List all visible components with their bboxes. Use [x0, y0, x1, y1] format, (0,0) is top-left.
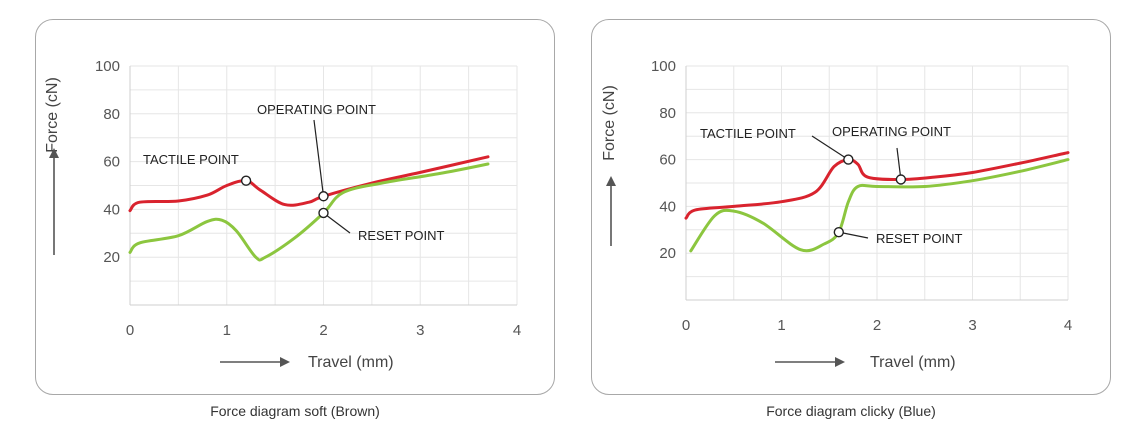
x-axis-arrowhead: [280, 357, 290, 367]
x-tick-label: 3: [416, 322, 424, 339]
x-tick-label: 2: [319, 322, 327, 339]
caption-soft: Force diagram soft (Brown): [210, 403, 380, 419]
series-line-1: [128, 162, 490, 262]
series-line-1: [689, 158, 1070, 253]
y-axis-arrowhead: [49, 148, 59, 158]
y-tick-label: 20: [103, 249, 120, 266]
annotation-marker: [895, 174, 907, 185]
series-line-0: [128, 155, 490, 213]
caption-clicky: Force diagram clicky (Blue): [766, 403, 936, 419]
annotation-marker: [318, 191, 329, 202]
annotation-marker: [843, 154, 854, 165]
y-tick-label: 20: [659, 245, 676, 262]
annotation-marker: [833, 226, 844, 238]
y-tick-label: 80: [103, 106, 120, 123]
y-tick-label: 60: [659, 152, 676, 169]
x-axis-arrowhead: [835, 357, 845, 367]
y-tick-label: 40: [103, 201, 120, 218]
y-axis-label: Force (cN): [44, 77, 61, 153]
annotation-leader: [313, 119, 325, 197]
annotation-label: RESET POINT: [876, 231, 963, 246]
x-tick-label: 3: [968, 317, 976, 334]
annotation-leader: [323, 212, 351, 234]
x-tick-label: 1: [777, 317, 785, 334]
chart-0: 20 40 60 80 100 0 1 2 3 4 Force (cN) Travel (mm) TAC…: [44, 58, 521, 371]
y-tick-label: 60: [103, 154, 120, 171]
y-tick-label: 100: [651, 58, 676, 75]
x-tick-label: 4: [1064, 317, 1072, 334]
y-axis-arrowhead: [606, 176, 616, 186]
annotation-label: OPERATING POINT: [832, 124, 951, 139]
x-tick-label: 0: [682, 317, 690, 334]
annotation-label: OPERATING POINT: [257, 102, 376, 117]
chart-1: 20 40 60 80 100 0 1 2 3 4 Force (cN) Travel (mm) TAC…: [601, 58, 1072, 371]
x-axis-label: Travel (mm): [870, 354, 956, 371]
y-tick-label: 100: [95, 58, 120, 75]
annotation-leader: [811, 135, 849, 161]
annotation-label: RESET POINT: [358, 228, 445, 243]
annotation-marker: [240, 175, 252, 186]
y-axis-label: Force (cN): [601, 85, 618, 161]
annotation-leader: [896, 147, 902, 180]
x-tick-label: 2: [873, 317, 881, 334]
x-tick-label: 0: [126, 322, 134, 339]
x-tick-label: 1: [223, 322, 231, 339]
y-tick-label: 80: [659, 105, 676, 122]
x-axis-label: Travel (mm): [308, 354, 394, 371]
y-tick-label: 40: [659, 198, 676, 215]
annotation-label: TACTILE POINT: [143, 152, 239, 167]
chart-panel-clicky: [591, 19, 1111, 395]
annotation-marker: [318, 207, 329, 219]
x-tick-label: 4: [513, 322, 521, 339]
annotation-label: TACTILE POINT: [700, 126, 796, 141]
